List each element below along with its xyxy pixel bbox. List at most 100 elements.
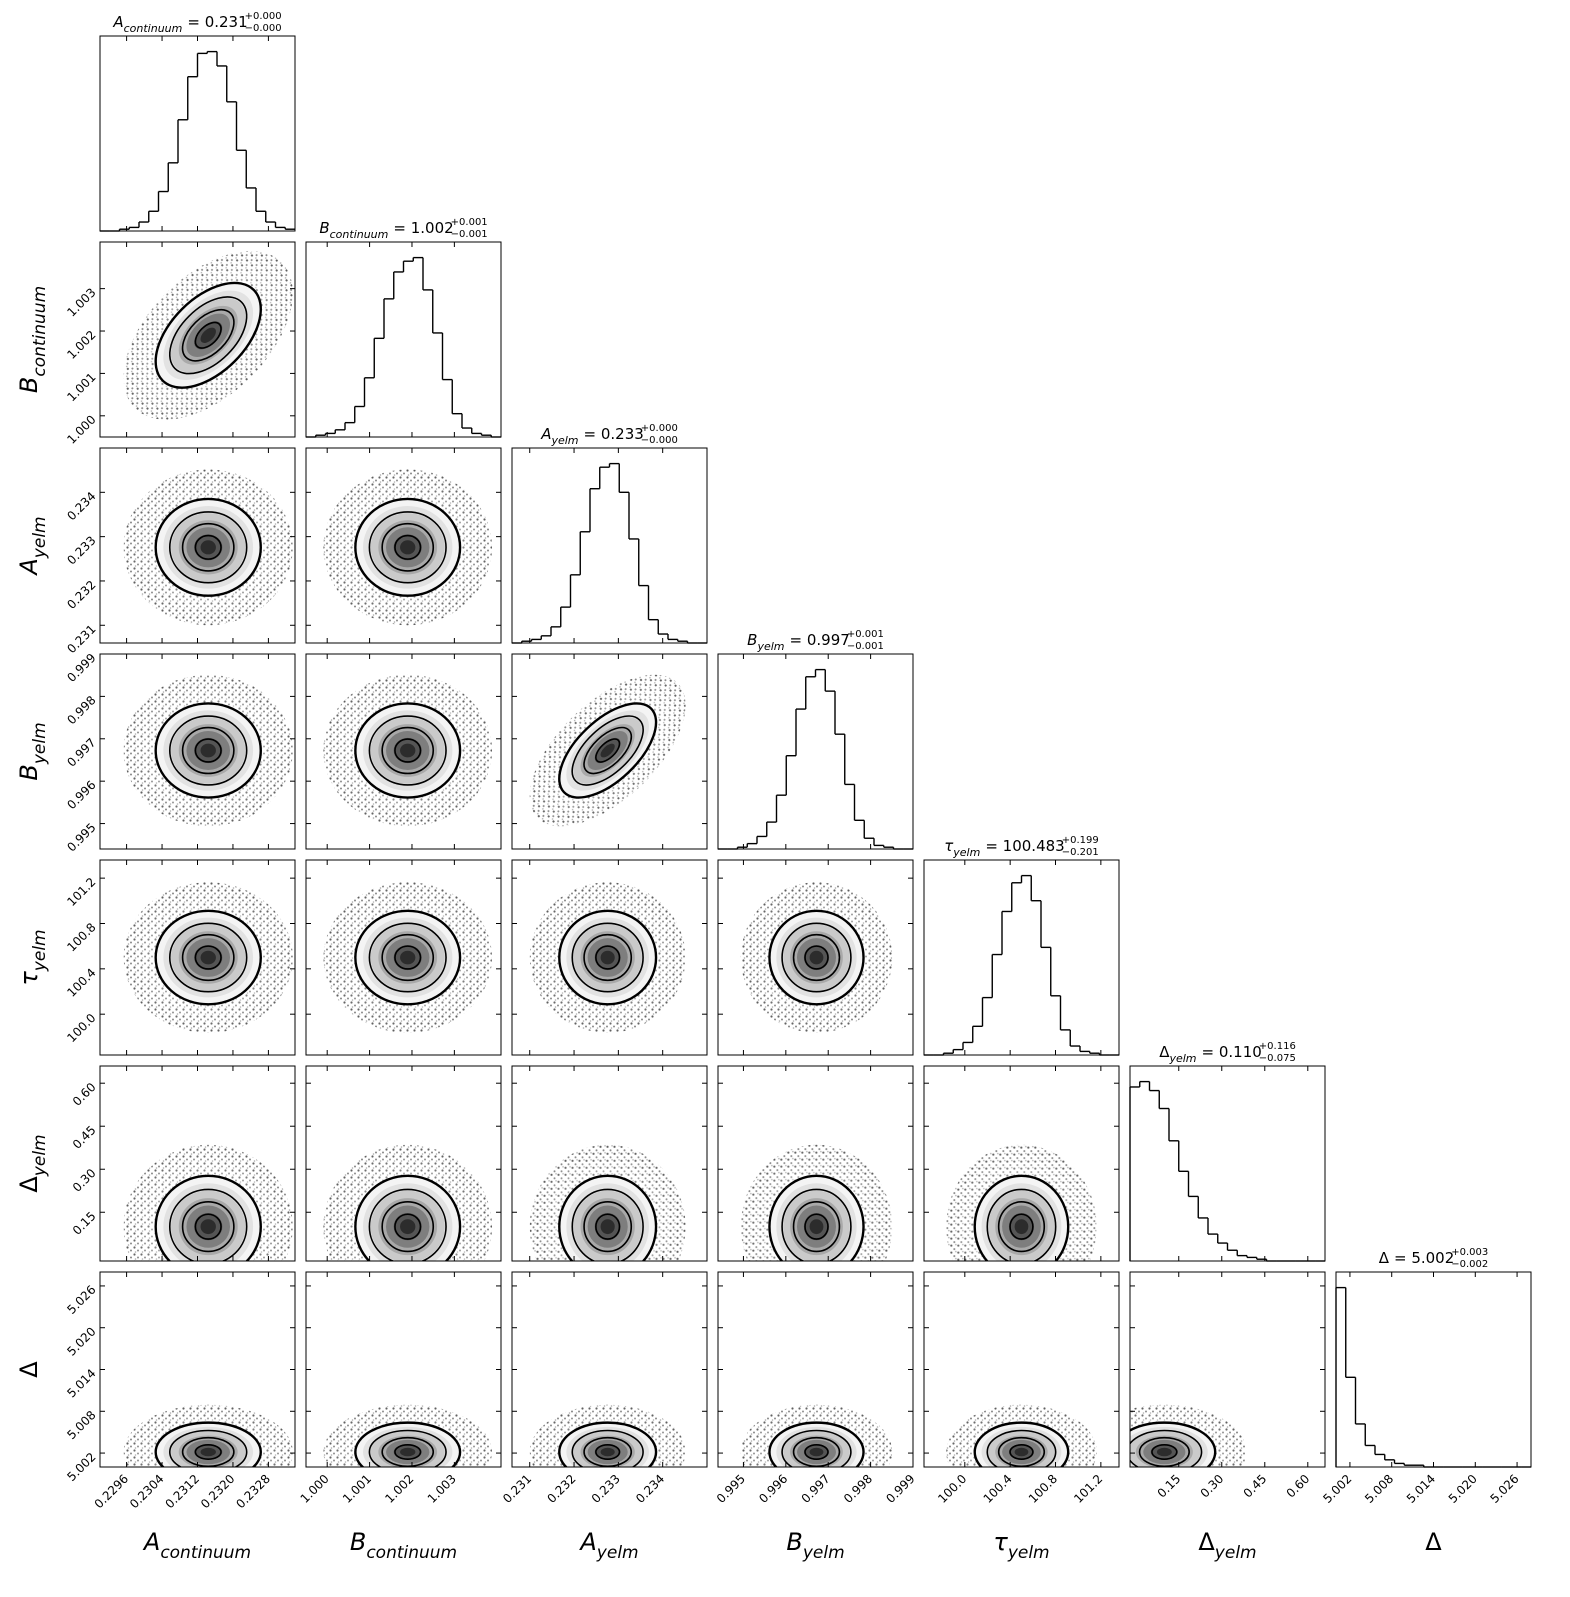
density bbox=[121, 1142, 295, 1261]
density-level bbox=[200, 950, 216, 965]
y-tick-label: 5.002 bbox=[64, 1450, 98, 1484]
density bbox=[527, 1142, 688, 1261]
title-subscript: yelm bbox=[952, 846, 980, 859]
x-tick-label: 5.014 bbox=[1404, 1472, 1438, 1506]
density-level bbox=[181, 1436, 235, 1467]
y-tick-label: 0.998 bbox=[64, 693, 98, 727]
density-level bbox=[400, 1219, 416, 1235]
title-symbol: A bbox=[112, 13, 123, 31]
title-minus: −0.001 bbox=[451, 229, 488, 240]
y-tick-label: 100.4 bbox=[64, 966, 98, 1000]
x-tick-label: 0.232 bbox=[544, 1472, 578, 1506]
title-minus: −0.000 bbox=[245, 23, 282, 34]
density-level bbox=[394, 534, 422, 560]
density-level bbox=[154, 1421, 262, 1467]
axis-symbol: Δ bbox=[15, 1176, 43, 1193]
x-tick-label: 5.020 bbox=[1446, 1472, 1480, 1506]
histogram bbox=[718, 668, 913, 850]
density bbox=[320, 1403, 495, 1467]
x-tick-label: 0.45 bbox=[1241, 1472, 1270, 1501]
y-tick-label: 1.003 bbox=[64, 285, 98, 319]
title-value: = 0.110 bbox=[1202, 1043, 1262, 1061]
histogram bbox=[1129, 1080, 1325, 1262]
title-plus: +0.001 bbox=[847, 629, 884, 640]
density bbox=[121, 467, 295, 628]
density-level bbox=[1009, 1213, 1034, 1240]
title-plus: +0.000 bbox=[641, 423, 678, 434]
axis-symbol: B bbox=[15, 764, 43, 780]
title-plus: +0.116 bbox=[1259, 1041, 1296, 1052]
density-level bbox=[368, 1429, 447, 1467]
title-subscript: continuum bbox=[330, 228, 389, 241]
title-value: = 100.483 bbox=[985, 837, 1064, 855]
histogram bbox=[512, 462, 707, 644]
x-tick-label: 0.15 bbox=[1155, 1472, 1184, 1501]
density-level bbox=[583, 1201, 633, 1253]
density-level bbox=[809, 1219, 824, 1235]
title-plus: +0.001 bbox=[451, 217, 488, 228]
axis-subscript: yelm bbox=[30, 929, 50, 972]
density-level bbox=[194, 945, 222, 970]
density-level bbox=[558, 909, 658, 1006]
density-level bbox=[154, 1174, 262, 1261]
title-value: = 0.233 bbox=[584, 425, 644, 443]
title-subscript: continuum bbox=[124, 22, 183, 35]
panel-frame bbox=[305, 1065, 502, 1262]
title-symbol: Δ bbox=[1159, 1043, 1170, 1061]
density bbox=[320, 880, 495, 1036]
density-level bbox=[154, 497, 262, 597]
density-level bbox=[1014, 1219, 1029, 1235]
density-level bbox=[986, 1188, 1057, 1261]
axis-label: τyelm bbox=[15, 929, 50, 985]
title-minus: −0.075 bbox=[1259, 1053, 1296, 1064]
y-tick-label: 0.60 bbox=[70, 1080, 99, 1109]
x-tick-label: 100.8 bbox=[1026, 1472, 1060, 1506]
density-level bbox=[354, 1421, 462, 1467]
x-tick-label: 100.0 bbox=[935, 1472, 969, 1506]
panel-frame bbox=[305, 241, 502, 438]
panel-title: Δyelm = 0.110 bbox=[1159, 1043, 1262, 1065]
density-level bbox=[368, 511, 447, 584]
y-tick-label: 0.30 bbox=[70, 1166, 99, 1195]
x-tick-label: 1.001 bbox=[340, 1472, 374, 1506]
y-tick-label: 0.996 bbox=[64, 778, 98, 812]
y-tick-label: 0.45 bbox=[70, 1123, 99, 1152]
y-tick-label: 5.014 bbox=[64, 1366, 98, 1400]
x-tick-label: 101.2 bbox=[1071, 1472, 1105, 1506]
density-level bbox=[804, 1213, 829, 1240]
title-minus: −0.201 bbox=[1062, 847, 1099, 858]
density bbox=[527, 1403, 688, 1467]
panel-frame bbox=[717, 1065, 914, 1262]
density-level bbox=[809, 950, 824, 965]
density-level bbox=[583, 1436, 633, 1467]
axis-symbol: B bbox=[350, 1528, 366, 1556]
density-level bbox=[600, 1447, 615, 1457]
panel-frame bbox=[923, 859, 1120, 1056]
histogram bbox=[306, 256, 501, 438]
density-level bbox=[168, 715, 248, 786]
axis-label: Bcontinuum bbox=[15, 286, 50, 393]
panel-title: Byelm = 0.997 bbox=[747, 631, 850, 653]
y-tick-label: 0.995 bbox=[64, 820, 98, 854]
density-level bbox=[394, 945, 422, 970]
y-tick-label: 1.000 bbox=[64, 413, 98, 447]
density-level bbox=[558, 702, 658, 799]
density-level bbox=[1156, 1447, 1172, 1457]
density-level bbox=[600, 743, 615, 758]
y-tick-label: 0.234 bbox=[64, 489, 98, 523]
title-symbol: B bbox=[747, 631, 757, 649]
panel-frame bbox=[305, 859, 502, 1056]
density bbox=[1130, 1403, 1249, 1467]
density-level bbox=[809, 1447, 824, 1457]
axis-label: Bcontinuum bbox=[350, 1528, 457, 1563]
panel-title: Bcontinuum = 1.002 bbox=[319, 219, 453, 241]
y-tick-label: 5.020 bbox=[64, 1324, 98, 1358]
axis-label: Δ bbox=[1425, 1528, 1442, 1556]
density-level bbox=[792, 1436, 841, 1467]
y-tick-label: 100.0 bbox=[64, 1011, 98, 1045]
density-level bbox=[781, 1188, 852, 1261]
density-level bbox=[154, 281, 262, 389]
x-tick-label: 0.231 bbox=[500, 1472, 534, 1506]
density-level bbox=[354, 497, 462, 597]
density-level bbox=[583, 726, 633, 775]
